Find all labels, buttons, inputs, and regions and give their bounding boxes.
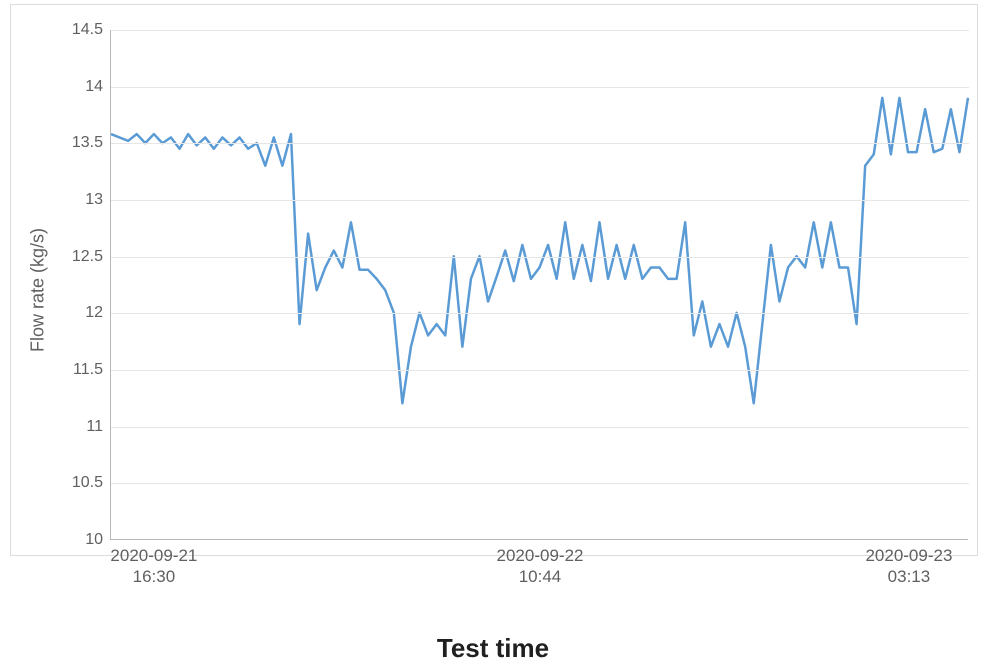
gridline (111, 483, 969, 484)
gridline (111, 257, 969, 258)
x-tick-date: 2020-09-21 (110, 545, 197, 566)
x-tick-date: 2020-09-23 (865, 545, 952, 566)
x-tick-label: 2020-09-2210:44 (497, 545, 584, 588)
y-tick-label: 10.5 (72, 474, 103, 492)
y-tick-label: 13.5 (72, 134, 103, 152)
x-tick-label: 2020-09-2116:30 (110, 545, 197, 588)
gridline (111, 87, 969, 88)
gridline (111, 313, 969, 314)
gridline (111, 200, 969, 201)
x-tick-time: 16:30 (110, 566, 197, 587)
gridline (111, 143, 969, 144)
plot-area: 1010.51111.51212.51313.51414.52020-09-21… (110, 30, 968, 540)
x-tick-date: 2020-09-22 (497, 545, 584, 566)
gridline (111, 370, 969, 371)
y-tick-label: 12 (85, 304, 103, 322)
y-tick-label: 12.5 (72, 248, 103, 266)
y-tick-label: 13 (85, 191, 103, 209)
x-tick-time: 10:44 (497, 566, 584, 587)
x-tick-time: 03:13 (865, 566, 952, 587)
y-tick-label: 11.5 (73, 361, 103, 379)
y-tick-label: 14 (85, 78, 103, 96)
x-axis-title: Test time (437, 633, 549, 664)
line-chart-svg (111, 30, 968, 539)
y-tick-label: 14.5 (72, 21, 103, 39)
gridline (111, 30, 969, 31)
y-tick-label: 10 (85, 531, 103, 549)
gridline (111, 427, 969, 428)
chart-frame: Flow rate (kg/s) 1010.51111.51212.51313.… (0, 0, 986, 672)
y-axis-title: Flow rate (kg/s) (28, 228, 49, 352)
y-tick-label: 11 (86, 418, 103, 436)
x-tick-label: 2020-09-2303:13 (865, 545, 952, 588)
